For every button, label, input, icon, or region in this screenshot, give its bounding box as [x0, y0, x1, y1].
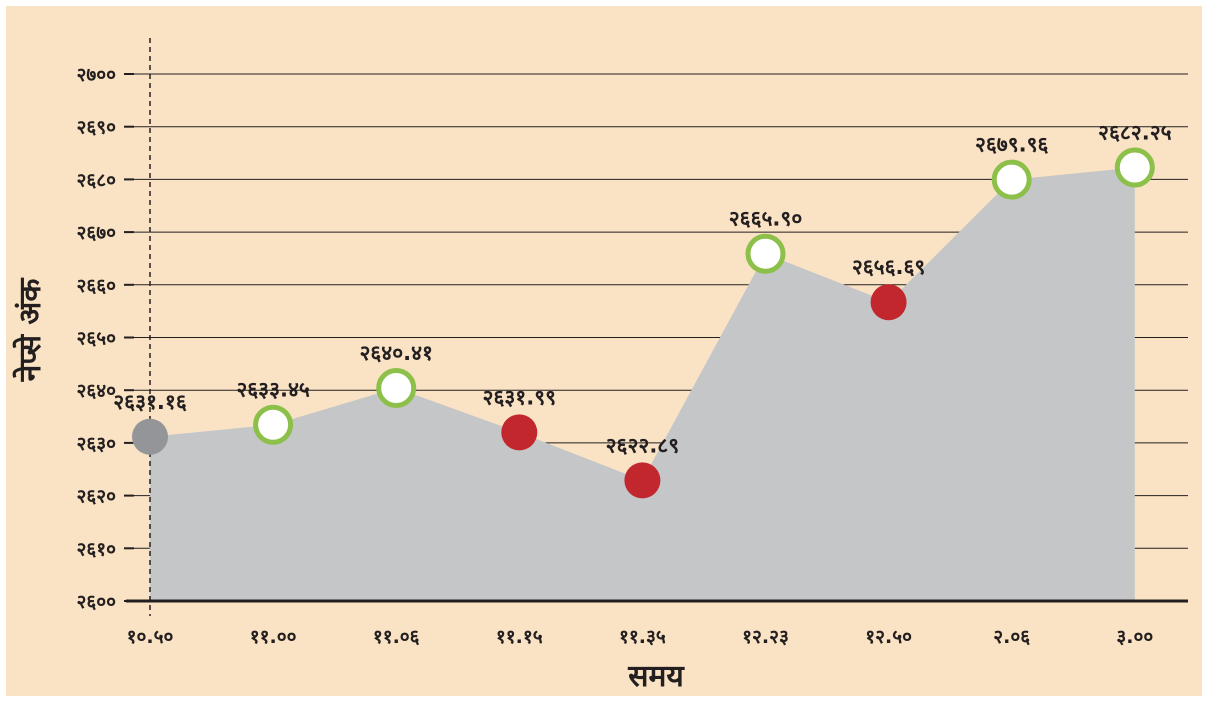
up-marker — [745, 233, 786, 274]
x-tick-label: ११.०६ — [373, 626, 420, 648]
data-value-label: २६६५.९० — [729, 207, 803, 231]
data-value-label: २६४०.४१ — [359, 341, 433, 365]
data-value-label: २६८२.२५ — [1098, 121, 1172, 145]
x-tick-label: ११.०० — [250, 626, 297, 648]
x-tick-label: ११.३५ — [619, 626, 666, 648]
area-fill — [150, 167, 1135, 602]
y-tick-label: २६९० — [76, 117, 116, 139]
data-value-label: २६३१.१६ — [113, 390, 187, 414]
up-marker — [991, 159, 1032, 200]
data-value-label: २६७९.९६ — [975, 133, 1049, 157]
y-tick-label: २६६० — [76, 275, 116, 297]
data-value-label: २६५६.६९ — [852, 255, 926, 279]
start-marker — [132, 418, 168, 455]
y-axis-title: नेप्से अंक — [12, 278, 48, 383]
x-tick-label: ११.१५ — [496, 626, 543, 648]
y-tick-label: २६०० — [76, 591, 116, 613]
y-tick-label: २६२० — [76, 486, 116, 508]
data-labels: २६३१.१६ २६३३.४५ २६४०.४१ २६३१.९९ २६२२.८९ २६६५.… — [113, 121, 1171, 458]
up-marker — [1114, 147, 1155, 188]
x-tick-label: ३.०० — [1116, 626, 1153, 648]
y-tick-label: २६५० — [76, 328, 116, 350]
x-tick-label: १०.५० — [127, 626, 174, 648]
area-series — [150, 167, 1135, 602]
data-value-label: २६२२.८९ — [606, 433, 680, 457]
data-value-label: २६३१.९९ — [483, 385, 557, 409]
up-marker — [376, 368, 417, 409]
y-tick-label: २६७० — [76, 222, 116, 244]
y-tick-label: २७०० — [76, 64, 116, 86]
y-tick-label: २६३० — [76, 433, 116, 455]
y-tick-label: २६८० — [76, 169, 116, 191]
x-tick-label: १२.५० — [865, 626, 912, 648]
down-marker — [870, 284, 907, 321]
data-markers — [132, 147, 1155, 499]
x-axis-title: समय — [627, 659, 685, 694]
y-tick-label: २६४० — [76, 380, 116, 402]
axes: १०.५० ११.०० ११.०६ ११.१५ ११.३५ १२.२३ १२.५० २.०६ ३… — [126, 38, 1188, 648]
y-tick-label: २६१० — [76, 538, 116, 560]
down-marker — [624, 462, 661, 499]
x-tick-label: २.०६ — [993, 626, 1030, 648]
x-tick-label: १२.२३ — [742, 626, 789, 648]
down-marker — [501, 414, 538, 451]
up-marker — [253, 404, 294, 445]
data-value-label: २६३३.४५ — [236, 378, 310, 402]
